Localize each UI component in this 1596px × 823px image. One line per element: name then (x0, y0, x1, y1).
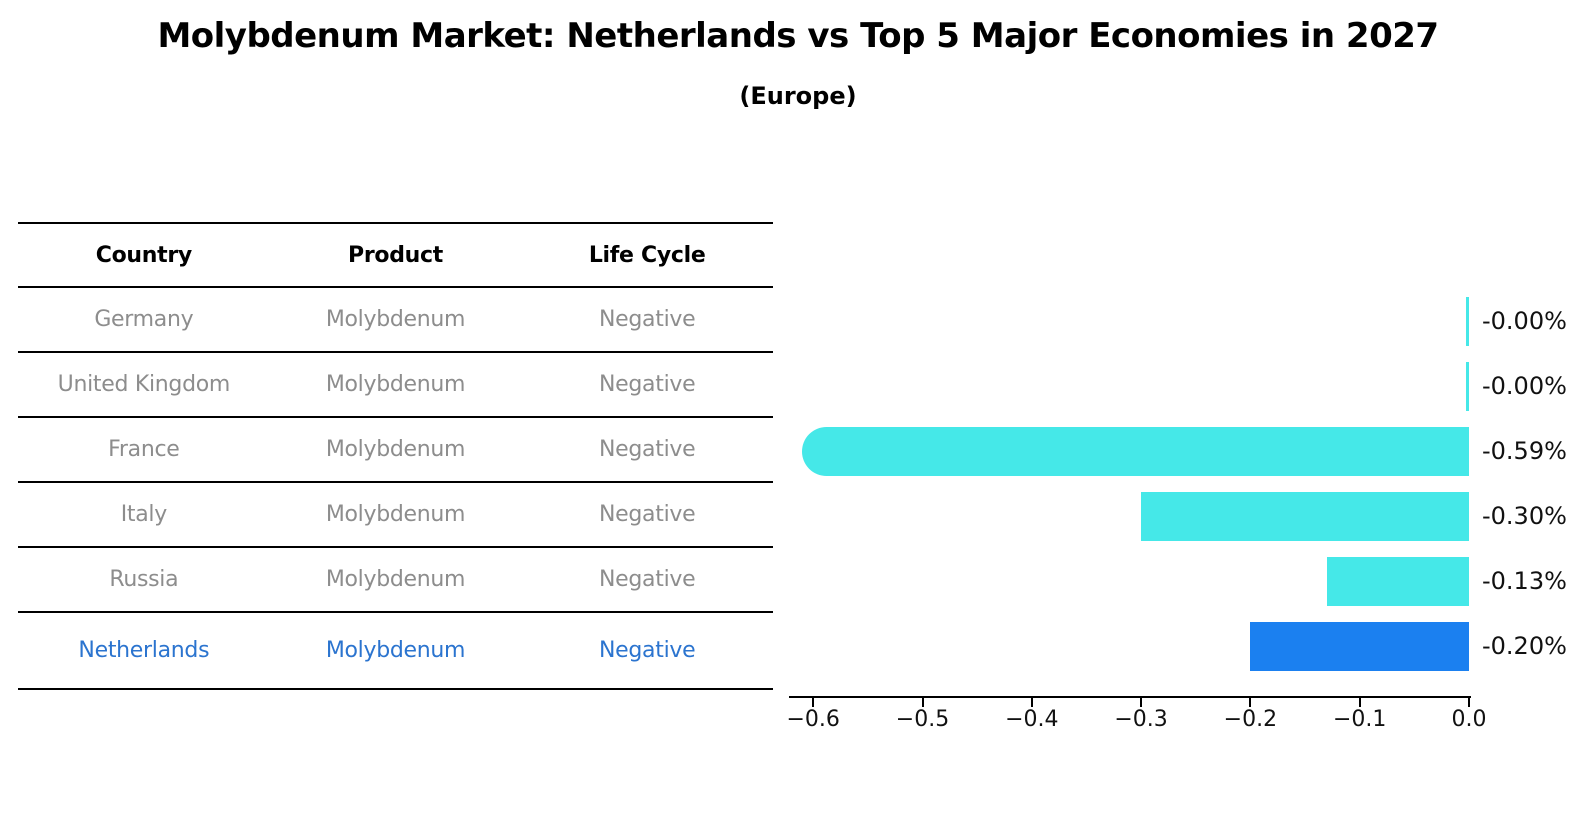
x-axis-tick-label: −0.5 (895, 707, 950, 732)
table-row: Italy Molybdenum Negative (18, 483, 773, 548)
bar-france (802, 426, 1469, 476)
x-axis-tick (1030, 698, 1033, 707)
country-cell: Germany (94, 307, 194, 332)
product-cell: Molybdenum (325, 307, 466, 332)
x-axis-tick-label: −0.3 (1114, 707, 1168, 732)
country-cell: France (108, 437, 180, 462)
product-cell: Molybdenum (325, 502, 466, 527)
x-axis-tick (1249, 698, 1252, 707)
bar-italy (1141, 491, 1469, 541)
x-axis-tick (812, 698, 815, 707)
x-axis-tick-label: −0.2 (1223, 707, 1278, 732)
x-axis-tick (1140, 698, 1143, 707)
x-axis-tick-label: −0.1 (1332, 707, 1387, 732)
table-row: Netherlands Molybdenum Negative (18, 613, 773, 690)
page-subtitle: (Europe) (739, 82, 857, 110)
x-axis-line (789, 696, 1471, 698)
product-cell: Molybdenum (325, 437, 466, 462)
product-cell: Molybdenum (325, 638, 466, 663)
table-body: Germany Molybdenum Negative United Kingdom M… (18, 288, 773, 690)
table-header-cell: Country (95, 242, 193, 268)
x-axis-tick (921, 698, 924, 707)
bar-netherlands (1250, 621, 1469, 671)
bar-value-label: -0.13% (1482, 567, 1567, 595)
country-table: Country Product Life Cycle Germany Molybden… (18, 222, 773, 690)
table-row: Germany Molybdenum Negative (18, 288, 773, 353)
country-cell: United Kingdom (57, 372, 231, 397)
bar-united-kingdom (1466, 361, 1469, 411)
bar-value-label: -0.30% (1482, 502, 1567, 530)
table-header-cell: Life Cycle (588, 242, 706, 268)
table-header-row: Country Product Life Cycle (18, 222, 773, 288)
bar-value-label: -0.00% (1482, 307, 1567, 335)
country-cell: Russia (109, 567, 179, 592)
x-axis-tick-label: −0.6 (786, 707, 840, 732)
life-cycle-cell: Negative (599, 502, 696, 527)
x-axis-tick (1468, 698, 1470, 707)
x-axis-tick (1358, 698, 1361, 707)
country-cell: Netherlands (78, 638, 210, 663)
table-row: Russia Molybdenum Negative (18, 548, 773, 613)
life-cycle-cell: Negative (599, 372, 696, 397)
x-axis-tick-label: 0.0 (1451, 707, 1487, 732)
bar-value-label: -0.59% (1482, 437, 1567, 465)
product-cell: Molybdenum (325, 372, 466, 397)
country-cell: Italy (120, 502, 168, 527)
life-cycle-cell: Negative (599, 638, 696, 663)
bar-value-label: -0.00% (1482, 372, 1567, 400)
bar-russia (1326, 556, 1469, 606)
bar-value-label: -0.20% (1482, 632, 1567, 660)
table-header-cell: Product (348, 242, 443, 268)
table-row: United Kingdom Molybdenum Negative (18, 353, 773, 418)
life-cycle-cell: Negative (599, 437, 696, 462)
x-axis-tick-label: −0.4 (1005, 707, 1059, 732)
table-row: France Molybdenum Negative (18, 418, 773, 483)
bar-germany (1466, 296, 1469, 346)
life-cycle-cell: Negative (599, 567, 696, 592)
page-title: Molybdenum Market: Netherlands vs Top 5 … (157, 16, 1439, 56)
life-cycle-cell: Negative (599, 307, 696, 332)
product-cell: Molybdenum (325, 567, 466, 592)
